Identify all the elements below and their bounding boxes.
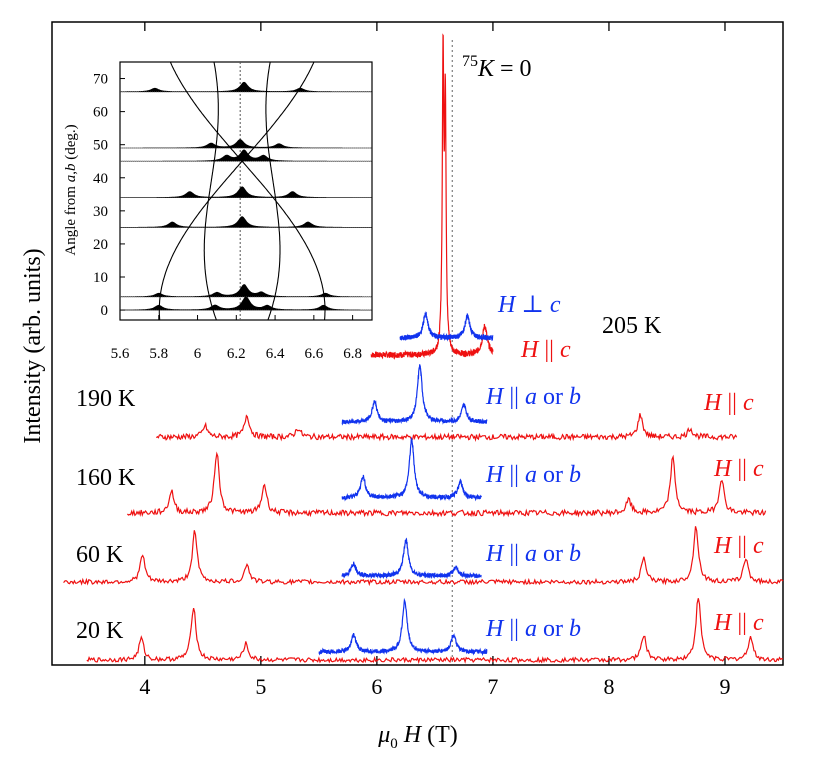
inset-x-tick-label: 6.6 — [304, 346, 323, 362]
inset-y-tick-label: 10 — [93, 270, 108, 286]
inset-x-tick-label: 5.6 — [111, 346, 130, 362]
temperature-label-160k: 160 K — [76, 465, 136, 491]
inset-spectrum — [120, 216, 372, 228]
inset-y-tick-label: 70 — [93, 72, 108, 88]
inset-y-tick-label: 50 — [93, 138, 108, 154]
inset-y-tick-label: 60 — [93, 105, 108, 121]
temperature-label-205k: 205 K — [602, 313, 662, 339]
spectrum-line — [63, 526, 784, 587]
x-tick-label: 7 — [487, 674, 498, 699]
spectrum-line — [341, 537, 482, 580]
inset-axes: 5.6 5.8 6 6.2 6.4 6.6 6.8 0 10 20 30 40 50 60 70 — [93, 72, 362, 362]
series-label-20k-h-par-ab: H || a or b — [485, 616, 581, 642]
inset-y-axis-label: Angle from a,b (deg.) — [63, 124, 79, 255]
main-spectra — [63, 33, 784, 665]
x-tick-label: 6 — [371, 674, 382, 699]
inset-x-tick-label: 5.8 — [149, 346, 168, 362]
inset-y-tick-label: 0 — [101, 303, 109, 319]
inset-y-tick-label: 20 — [93, 237, 108, 253]
series-label-160k-h-par-ab: H || a or b — [485, 462, 581, 488]
series-label-190k-h-par-ab: H || a or b — [485, 384, 581, 410]
spectrum-line — [399, 311, 494, 342]
inset-y-tick-label: 40 — [93, 171, 108, 187]
inset-x-tick-label: 6.4 — [266, 346, 285, 362]
inset-fit-curve — [169, 62, 326, 320]
x-tick-label: 8 — [603, 674, 614, 699]
x-tick-label: 5 — [255, 674, 266, 699]
series-label-60k-h-par-ab: H || a or b — [485, 541, 581, 567]
main-plot-frame — [51, 21, 784, 666]
spectrum-line — [370, 33, 494, 360]
series-label-20k-h-par-c: H || c — [713, 610, 764, 636]
spectrum-line — [155, 413, 738, 443]
spectrum-line — [86, 598, 784, 665]
spectrum-line — [126, 451, 767, 518]
reference-line-label: 75K = 0 — [462, 53, 532, 82]
spectrum-line — [318, 597, 488, 657]
inset-y-tick-label: 30 — [93, 204, 108, 220]
temperature-label-20k: 20 K — [76, 618, 124, 644]
inset-angle-dependence — [120, 62, 372, 320]
inset-fit-curve — [158, 62, 315, 320]
y-axis-label: Intensity (arb. units) — [20, 248, 46, 443]
x-axis-label: μ0 H (T) — [377, 722, 458, 752]
temperature-label-190k: 190 K — [76, 386, 136, 412]
series-label-205k-h-par-c: H || c — [520, 337, 571, 363]
spectrum-line — [341, 364, 488, 426]
inset-fit-curve — [265, 62, 281, 320]
inset-fit-curve — [203, 62, 219, 320]
spectrum-line — [341, 436, 482, 502]
inset-x-tick-label: 6.8 — [343, 346, 362, 362]
inset-x-tick-label: 6.2 — [227, 346, 246, 362]
x-tick-label: 9 — [719, 674, 730, 699]
inset-x-tick-label: 6 — [194, 346, 202, 362]
series-label-205k-h-perp-c: H ⊥ c — [497, 292, 561, 318]
series-label-60k-h-par-c: H || c — [713, 533, 764, 559]
temperature-label-60k: 60 K — [76, 542, 124, 568]
inset-spectrum — [120, 284, 372, 298]
x-tick-label: 4 — [139, 674, 150, 699]
inset-spectrum — [120, 81, 372, 93]
series-label-160k-h-par-c: H || c — [713, 456, 764, 482]
series-label-190k-h-par-c: H || c — [703, 390, 754, 416]
